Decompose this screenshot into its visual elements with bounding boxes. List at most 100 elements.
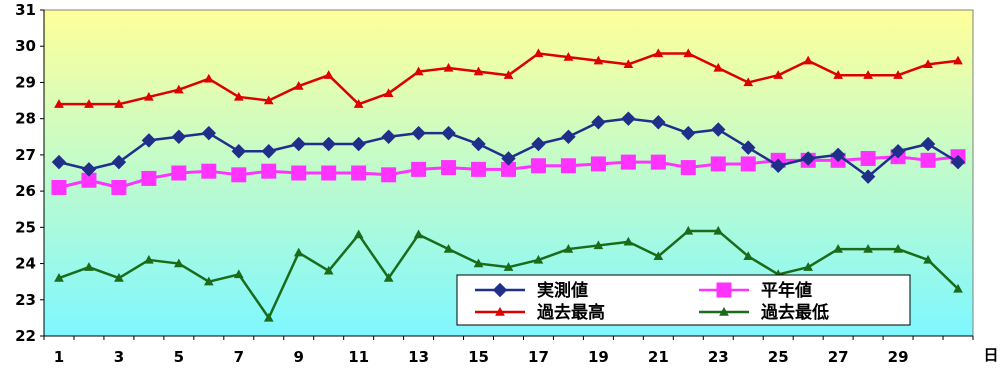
x-tick-label: 29 xyxy=(888,348,909,366)
x-tick-label: 19 xyxy=(588,348,609,366)
data-point xyxy=(443,244,454,253)
data-point xyxy=(291,136,306,152)
data-point xyxy=(800,151,816,166)
legend-item-4: 過去最低 xyxy=(699,302,829,323)
data-point xyxy=(174,84,184,94)
data-point xyxy=(711,122,726,137)
x-tick-label: 23 xyxy=(708,348,729,366)
data-point xyxy=(441,160,457,176)
data-point xyxy=(713,62,724,72)
data-point xyxy=(81,162,97,177)
data-point xyxy=(530,158,546,174)
legend-marker xyxy=(492,282,508,298)
y-tick-label: 31 xyxy=(15,1,36,19)
data-point xyxy=(593,55,604,65)
legend-box xyxy=(456,274,911,326)
data-point xyxy=(203,73,214,83)
data-point xyxy=(860,169,876,184)
data-point xyxy=(533,254,544,264)
data-point xyxy=(141,133,157,148)
legend-marker xyxy=(716,282,732,298)
data-point xyxy=(893,70,903,79)
data-point xyxy=(950,154,966,170)
x-tick-label: 3 xyxy=(114,348,124,366)
data-point xyxy=(923,254,933,264)
data-point xyxy=(383,88,394,98)
y-tick-label: 22 xyxy=(15,327,36,345)
data-point xyxy=(710,156,726,172)
data-point xyxy=(681,125,696,141)
data-point xyxy=(233,269,244,279)
legend-marker xyxy=(495,306,505,316)
data-point xyxy=(771,158,786,173)
legend-item-2: 平年値 xyxy=(699,280,812,301)
data-point xyxy=(323,265,334,275)
data-point xyxy=(411,161,427,177)
data-point xyxy=(680,160,696,176)
y-tick-label: 26 xyxy=(15,182,36,200)
data-point xyxy=(920,152,936,168)
data-point xyxy=(381,167,397,183)
data-point xyxy=(174,258,184,268)
data-point xyxy=(593,240,604,250)
x-tick-label: 21 xyxy=(648,348,669,366)
data-point xyxy=(803,55,814,65)
data-point xyxy=(590,156,606,172)
x-tick-label: 1 xyxy=(54,348,64,366)
data-point xyxy=(171,129,187,144)
data-point xyxy=(231,167,247,183)
data-point xyxy=(263,95,274,105)
data-point xyxy=(261,163,277,179)
data-point xyxy=(233,91,244,101)
data-point xyxy=(291,165,307,181)
data-point xyxy=(863,70,873,79)
data-point xyxy=(833,244,843,253)
data-point xyxy=(411,125,426,141)
data-point xyxy=(353,229,364,239)
x-tick-label: 27 xyxy=(828,348,849,366)
data-point xyxy=(713,225,724,235)
data-point xyxy=(653,251,664,261)
series-3 xyxy=(54,48,963,108)
data-point xyxy=(383,273,394,282)
legend-marker xyxy=(719,306,729,316)
data-point xyxy=(650,154,666,170)
data-point xyxy=(51,154,67,170)
data-point xyxy=(54,99,64,108)
data-point xyxy=(773,70,784,79)
data-point xyxy=(54,273,64,282)
data-point xyxy=(471,161,487,177)
x-axis-label: 日 xyxy=(983,346,998,364)
x-tick-label: 17 xyxy=(528,348,549,366)
series-1 xyxy=(51,111,966,184)
data-point xyxy=(620,154,636,170)
data-point xyxy=(561,129,576,144)
data-point xyxy=(651,115,666,130)
data-point xyxy=(741,140,756,155)
legend-item-1: 実測値 xyxy=(475,280,588,301)
data-point xyxy=(144,91,154,101)
data-point xyxy=(443,62,454,72)
data-point xyxy=(533,48,544,58)
data-point xyxy=(201,125,217,141)
y-tick-label: 25 xyxy=(15,218,36,236)
x-tick-label: 5 xyxy=(174,348,184,366)
data-point xyxy=(531,136,546,152)
data-point xyxy=(293,247,304,257)
data-point xyxy=(441,125,456,141)
data-point xyxy=(473,66,484,76)
data-point xyxy=(623,236,634,246)
series-4 xyxy=(54,225,963,322)
data-point xyxy=(84,262,94,271)
data-point xyxy=(111,179,127,195)
data-point xyxy=(203,276,214,286)
x-tick-label: 11 xyxy=(348,348,369,366)
data-point xyxy=(830,147,846,163)
data-point xyxy=(351,136,366,152)
legend-label: 過去最低 xyxy=(761,302,829,323)
y-tick-label: 30 xyxy=(15,37,36,55)
data-point xyxy=(293,81,304,90)
legend-label: 平年値 xyxy=(761,280,812,301)
y-tick-label: 29 xyxy=(15,73,36,91)
